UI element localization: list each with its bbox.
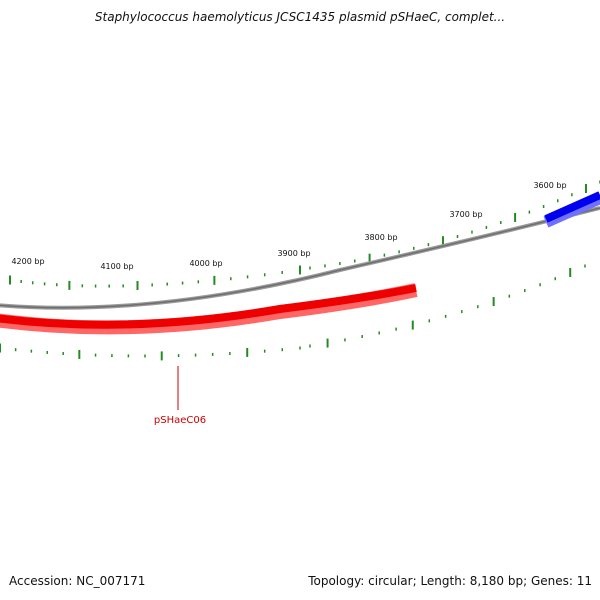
tick-label-4000: 4000 bp — [189, 259, 222, 268]
tick-label-4200: 4200 bp — [11, 257, 44, 266]
outer-tick-ring — [9, 180, 600, 290]
map-title: Staphylococcus haemolyticus JCSC1435 pla… — [94, 10, 506, 24]
backbone-arc-shadow — [0, 207, 600, 309]
gene-arc-pshaec06-core[interactable] — [0, 284, 417, 329]
tick-label-3700: 3700 bp — [449, 210, 482, 219]
gene-arc-forward-core[interactable] — [544, 191, 600, 223]
gene-label-pshaec06[interactable]: pSHaeC06 — [154, 415, 206, 426]
accession-text: Accession: NC_007171 — [9, 574, 146, 588]
inner-tick-ring — [0, 264, 586, 361]
tick-label-3600: 3600 bp — [533, 181, 566, 190]
tick-label-4100: 4100 bp — [100, 262, 133, 271]
summary-text: Topology: circular; Length: 8,180 bp; Ge… — [308, 574, 592, 588]
tick-label-3800: 3800 bp — [364, 233, 397, 242]
tick-label-3900: 3900 bp — [277, 249, 310, 258]
